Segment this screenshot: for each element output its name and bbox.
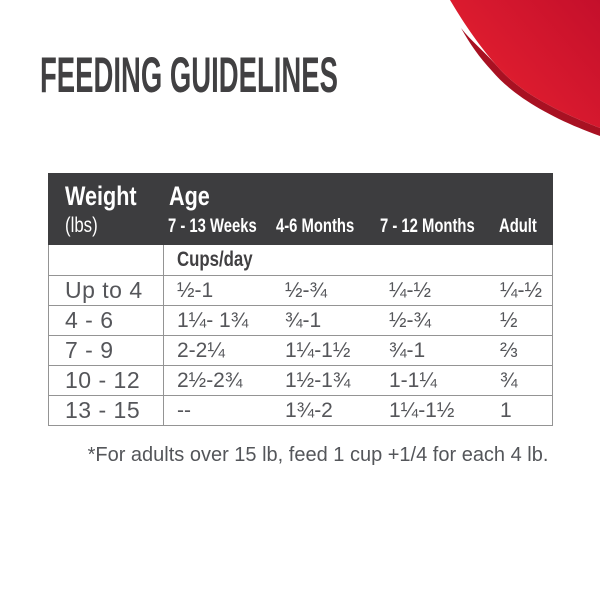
- value-cell: ¼-½: [389, 278, 432, 302]
- units-label: Cups/day: [177, 248, 253, 271]
- value-cell: ½-1: [177, 278, 214, 302]
- units-row: Cups/day: [49, 245, 552, 275]
- value-cell: 2-2¼: [177, 338, 225, 362]
- col-header-age: Age: [169, 181, 210, 211]
- value-cell: 1½-1¾: [285, 368, 351, 392]
- table-row: Up to 4 ½-1 ½-¾ ¼-½ ¼-½: [49, 275, 552, 305]
- value-cell: 1¼-1½: [285, 338, 351, 362]
- col-header-4-6-months: 4-6 Months: [276, 216, 355, 237]
- value-cell: 1: [500, 398, 512, 422]
- value-cell: ¾-1: [389, 338, 426, 362]
- page-title-text: FEEDING GUIDELINES: [40, 47, 338, 103]
- table-body: Cups/day Up to 4 ½-1 ½-¾ ¼-½ ¼-½ 4 - 6 1…: [48, 245, 553, 426]
- value-cell: 1-1¼: [389, 368, 437, 392]
- value-cell: ¾-1: [285, 308, 322, 332]
- weight-cell: 7 - 9: [49, 336, 164, 365]
- col-header-7-13-weeks: 7 - 13 Weeks: [168, 216, 257, 237]
- page-title: FEEDING GUIDELINES: [40, 50, 582, 113]
- value-cell: 1¼- 1¾: [177, 308, 249, 332]
- col-header-7-12-months: 7 - 12 Months: [380, 216, 475, 237]
- col-header-weight-unit: (lbs): [65, 214, 98, 237]
- table-row: 10 - 12 2½-2¾ 1½-1¾ 1-1¼ ¾: [49, 365, 552, 395]
- age-subheaders: 7 - 13 Weeks 4-6 Months 7 - 12 Months Ad…: [163, 216, 553, 238]
- value-cell: --: [177, 398, 191, 422]
- footnote: *For adults over 15 lb, feed 1 cup +1/4 …: [87, 444, 549, 466]
- value-cell: 1¾-2: [285, 398, 333, 422]
- units-label-cell: Cups/day: [164, 245, 553, 275]
- value-cell: ½: [500, 308, 518, 332]
- table-row: 7 - 9 2-2¼ 1¼-1½ ¾-1 ⅔: [49, 335, 552, 365]
- value-cell: 1¼-1½: [389, 398, 455, 422]
- value-cell: ¾: [500, 368, 518, 392]
- value-cell: ½-¾: [389, 308, 432, 332]
- table-header: Weight (lbs) Age 7 - 13 Weeks 4-6 Months…: [48, 173, 553, 245]
- value-cell: ½-¾: [285, 278, 328, 302]
- feeding-table: Weight (lbs) Age 7 - 13 Weeks 4-6 Months…: [48, 173, 553, 426]
- table-row: 4 - 6 1¼- 1¾ ¾-1 ½-¾ ½: [49, 305, 552, 335]
- col-header-weight: Weight: [65, 181, 137, 211]
- value-cell: 2½-2¾: [177, 368, 243, 392]
- weight-cell: Up to 4: [49, 276, 164, 305]
- value-cell: ¼-½: [500, 278, 543, 302]
- weight-cell: 4 - 6: [49, 306, 164, 335]
- units-row-spacer: [49, 245, 164, 275]
- table-row: 13 - 15 -- 1¾-2 1¼-1½ 1: [49, 395, 552, 425]
- value-cell: ⅔: [500, 338, 518, 362]
- col-header-adult: Adult: [499, 216, 537, 237]
- weight-cell: 10 - 12: [49, 366, 164, 395]
- weight-cell: 13 - 15: [49, 396, 164, 425]
